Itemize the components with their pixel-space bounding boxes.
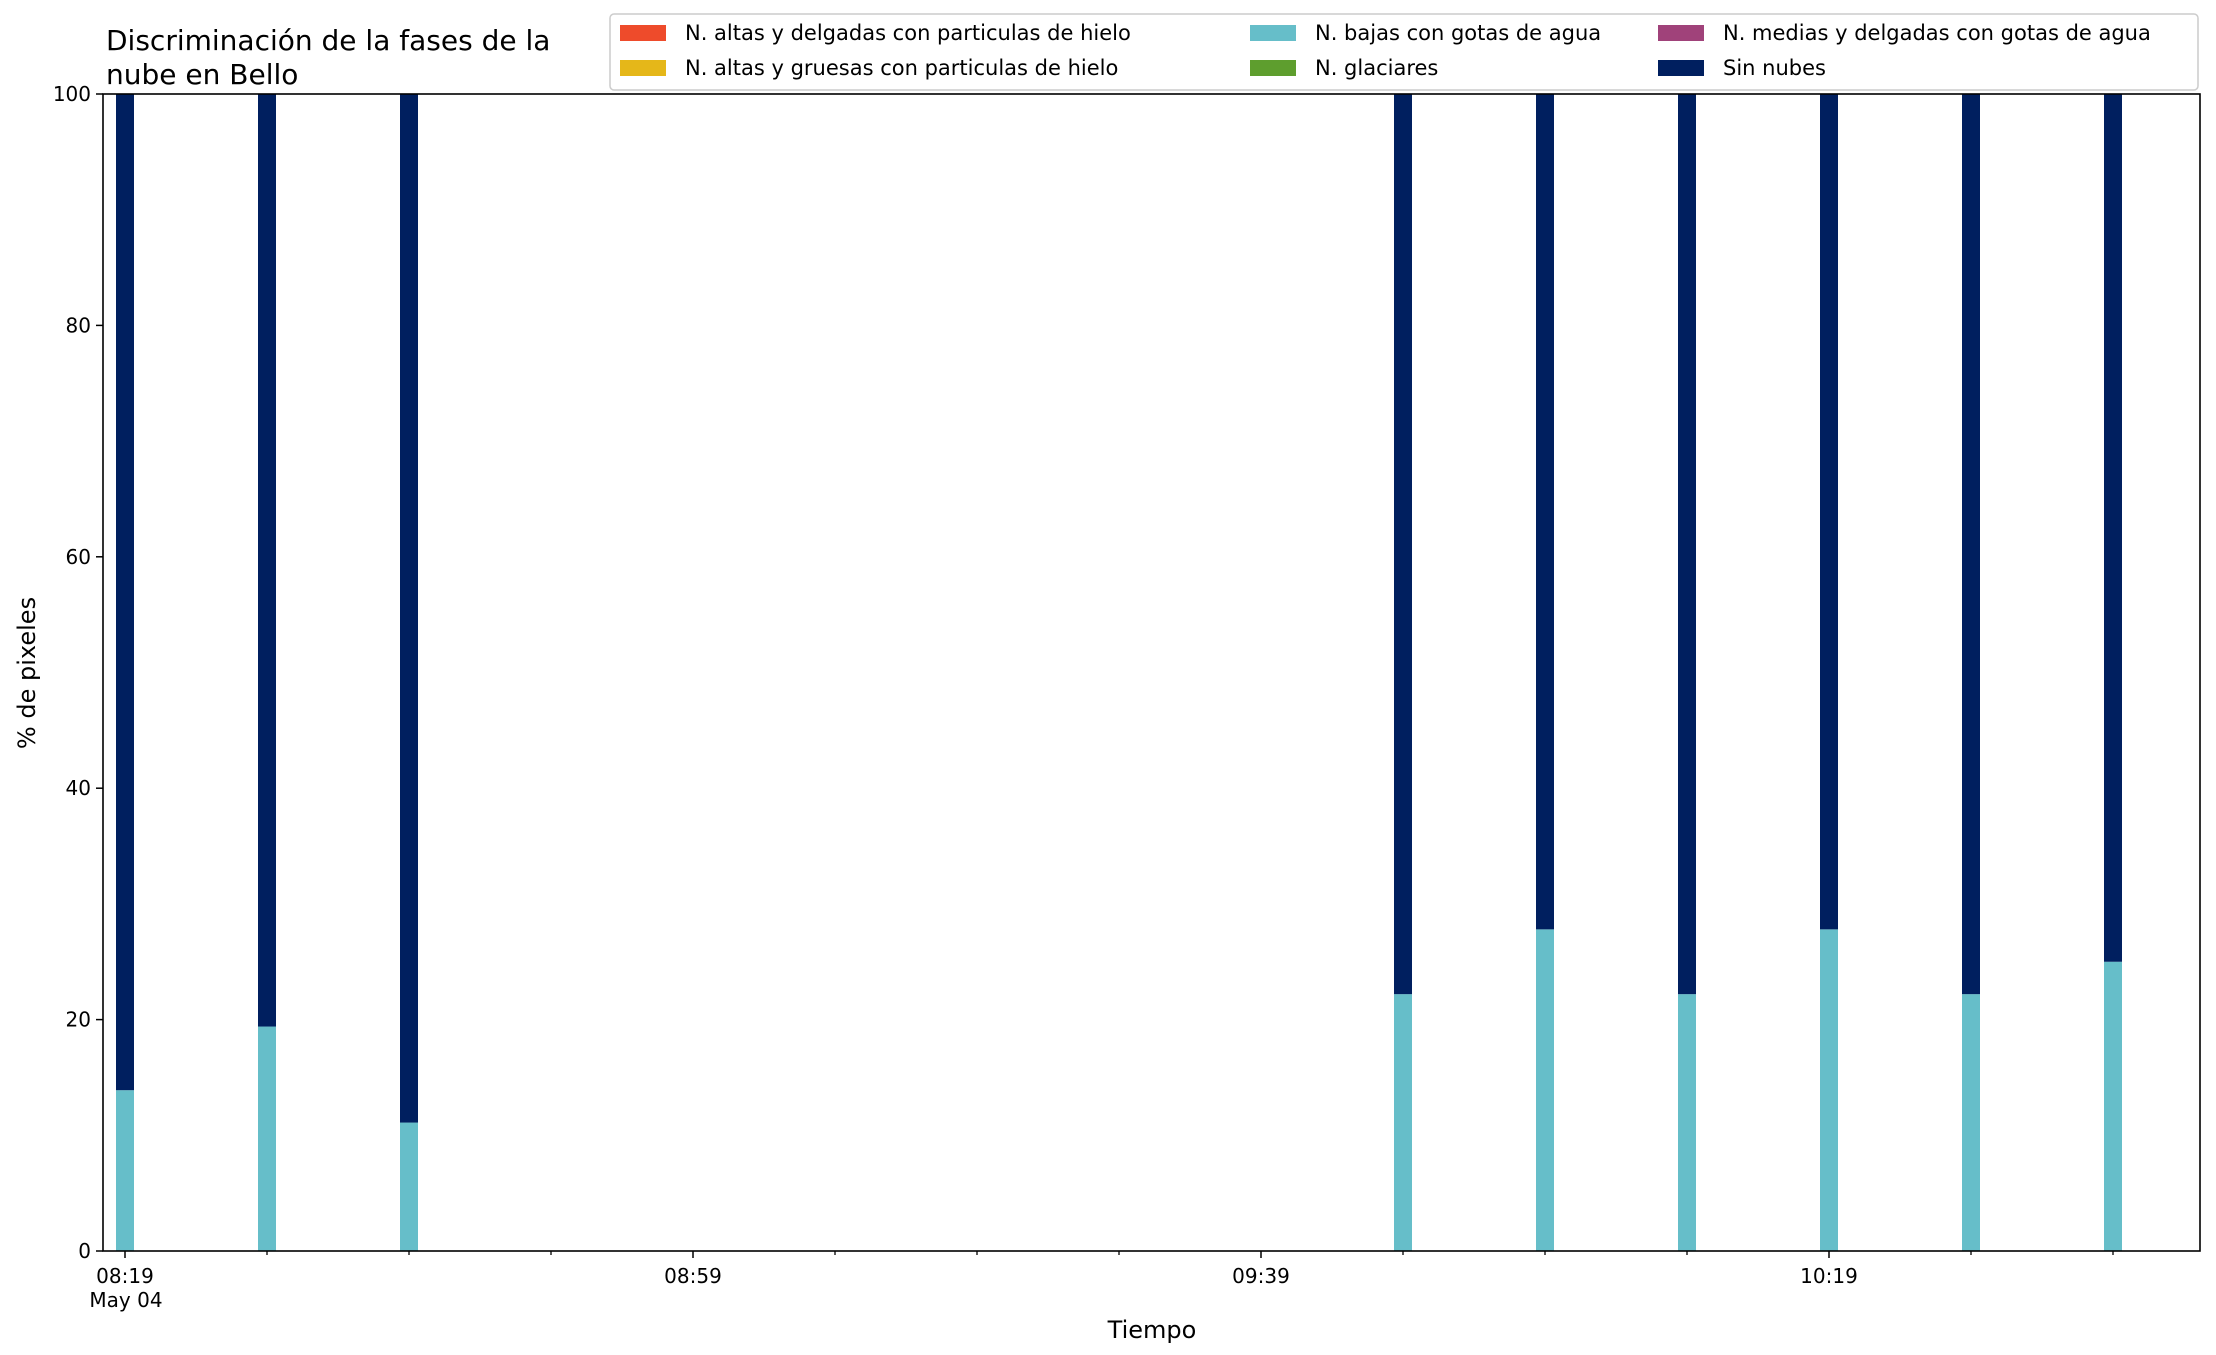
- x-axis-label: Tiempo: [1107, 1316, 1197, 1344]
- bar-segment: [1536, 929, 1554, 1251]
- bar-segment: [2104, 94, 2122, 962]
- bar-segment: [1394, 994, 1412, 1251]
- legend-label: N. medias y delgadas con gotas de agua: [1723, 21, 2151, 45]
- y-tick-label: 40: [66, 776, 91, 800]
- legend-swatch: [1250, 60, 1296, 76]
- bar-segment: [1678, 94, 1696, 995]
- y-tick-label: 60: [66, 545, 91, 569]
- plot-frame: [102, 93, 2201, 1252]
- y-axis-label: % de pixeles: [13, 597, 41, 749]
- bar-segment: [2104, 961, 2122, 1251]
- bars-group: [116, 94, 2122, 1251]
- bar-segment: [258, 94, 276, 1027]
- bar-segment: [1394, 94, 1412, 995]
- legend-swatch: [620, 60, 666, 76]
- bar-segment: [116, 94, 134, 1091]
- x-axis: 08:1908:5909:3910:1910:5911:3912:1912:59…: [89, 1251, 2114, 1312]
- x-tick-label: 09:39: [1232, 1264, 1290, 1288]
- bar-segment: [1820, 929, 1838, 1251]
- bar-segment: [1962, 94, 1980, 995]
- legend-label: Sin nubes: [1723, 56, 1826, 80]
- x-tick-label: 08:59: [664, 1264, 722, 1288]
- legend: N. altas y delgadas con particulas de hi…: [609, 13, 2199, 91]
- legend-label: N. altas y delgadas con particulas de hi…: [685, 21, 1131, 45]
- legend-label: N. glaciares: [1315, 56, 1438, 80]
- bar-segment: [258, 1026, 276, 1251]
- bar-segment: [400, 1122, 418, 1251]
- chart-title-line-1: Discriminación de la fases de la: [106, 24, 550, 57]
- y-tick-label: 80: [66, 313, 91, 337]
- legend-swatch: [1658, 60, 1704, 76]
- x-tick-label: 08:19: [96, 1264, 154, 1288]
- bar-segment: [1678, 994, 1696, 1251]
- legend-swatch: [620, 25, 666, 41]
- legend-frame: [609, 13, 2199, 91]
- legend-swatch: [1250, 25, 1296, 41]
- bar-segment: [1536, 94, 1554, 930]
- legend-label: N. altas y gruesas con particulas de hie…: [685, 56, 1118, 80]
- y-axis: 0 20 40 60 80 100: [53, 82, 103, 1263]
- x-tick-label: 10:19: [1800, 1264, 1858, 1288]
- bar-segment: [1820, 94, 1838, 930]
- x-date-label: May 04: [89, 1288, 162, 1312]
- bar-segment: [1962, 994, 1980, 1251]
- legend-label: N. bajas con gotas de agua: [1315, 21, 1601, 45]
- y-tick-label: 20: [66, 1008, 91, 1032]
- y-tick-label: 0: [78, 1239, 91, 1263]
- bar-segment: [116, 1090, 134, 1251]
- legend-swatch: [1658, 25, 1704, 41]
- chart-title-line-2: nube en Bello: [106, 58, 298, 91]
- y-tick-label: 100: [53, 82, 91, 106]
- bar-segment: [400, 94, 418, 1123]
